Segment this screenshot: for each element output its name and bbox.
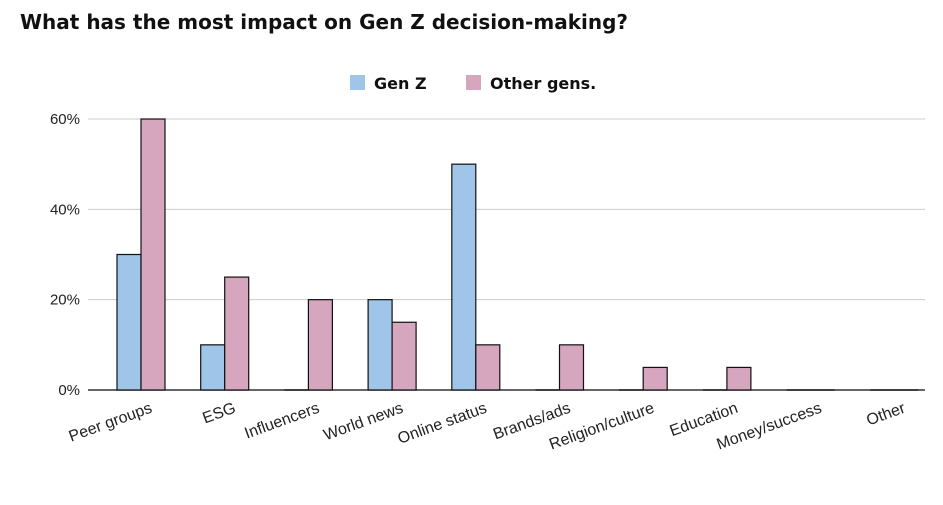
bar-other-gens — [642, 366, 668, 391]
x-tick-label: Influencers — [242, 400, 321, 443]
bar-gen-z — [200, 344, 226, 391]
legend-label: Other gens. — [490, 74, 596, 93]
bar-other-gens — [391, 321, 417, 391]
bar-other-gens — [558, 344, 585, 391]
x-tick-label: Other — [864, 400, 908, 430]
y-tick-label: 20% — [50, 292, 80, 309]
legend-label: Gen Z — [374, 74, 427, 93]
bar-other-gens — [307, 299, 333, 391]
x-tick-label: Peer groups — [67, 400, 155, 446]
y-tick-label: 60% — [50, 111, 80, 128]
bar-other-gens — [224, 276, 250, 391]
bar-other-gens — [140, 118, 166, 391]
legend-swatch — [466, 75, 481, 90]
bar-other-gens — [475, 344, 501, 391]
bar-gen-z — [367, 299, 393, 391]
bar-gen-z — [116, 253, 142, 391]
x-tick-label: World news — [321, 400, 405, 444]
legend-swatch — [350, 75, 365, 90]
y-tick-label: 40% — [50, 201, 80, 218]
x-tick-label: Online status — [396, 400, 490, 448]
bar-other-gens — [726, 366, 752, 391]
bar-gen-z — [451, 163, 477, 391]
y-tick-label: 0% — [58, 382, 80, 399]
x-tick-label: ESG — [200, 400, 238, 428]
chart-title: What has the most impact on Gen Z decisi… — [20, 10, 629, 34]
